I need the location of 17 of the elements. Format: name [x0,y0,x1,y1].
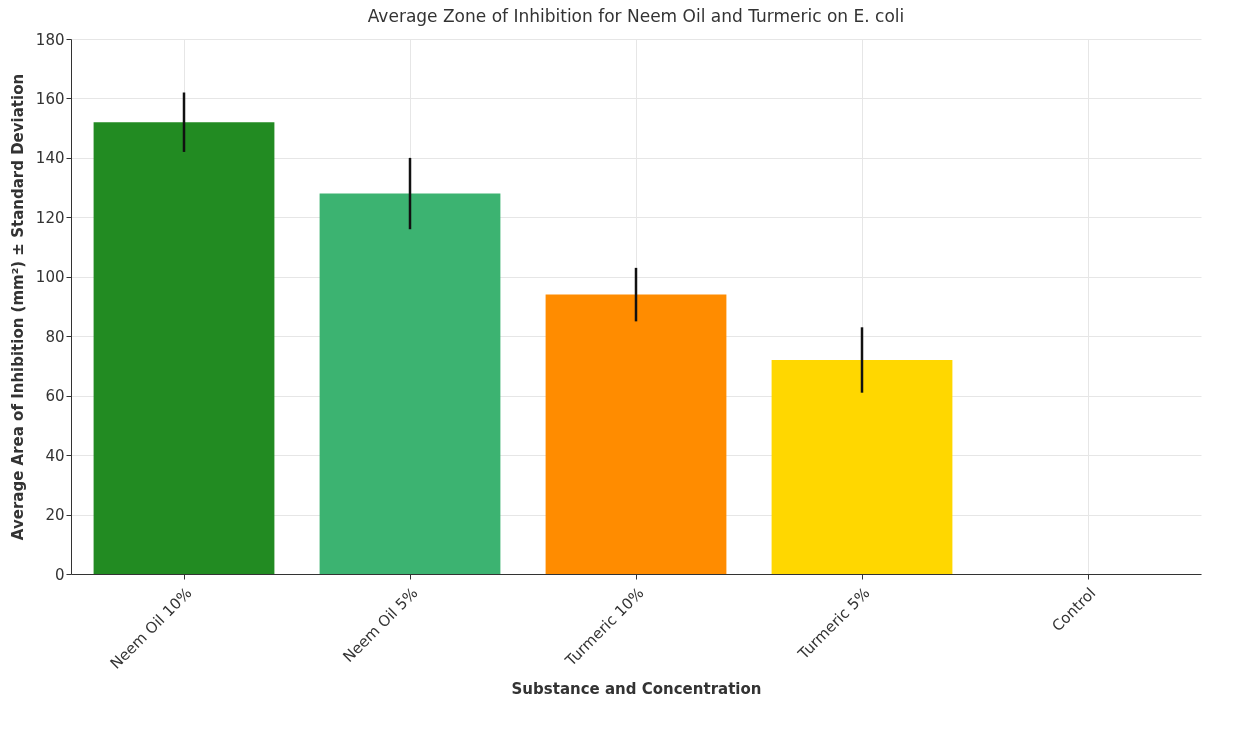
y-tick-label: 160 [35,89,65,108]
bar [93,122,275,574]
y-tick-label: 100 [35,268,65,287]
bar [319,193,501,574]
y-tick-label: 20 [45,506,65,525]
y-tick-label: 180 [35,30,65,49]
chart-title: Average Zone of Inhibition for Neem Oil and Turmeric on E. coli [367,6,905,26]
y-axis-title: Average Area of Inhibition (mm²) ± Standard Deviation [8,73,27,541]
bar [771,360,953,574]
x-axis-title: Substance and Concentration [511,679,762,698]
y-tick-label: 120 [35,208,65,227]
y-tick-label: 40 [45,446,65,465]
y-tick-label: 80 [45,327,65,346]
y-tick-label: 60 [45,387,65,406]
bar [545,294,727,574]
y-tick-label: 140 [35,149,65,168]
y-tick-label: 0 [54,565,65,584]
